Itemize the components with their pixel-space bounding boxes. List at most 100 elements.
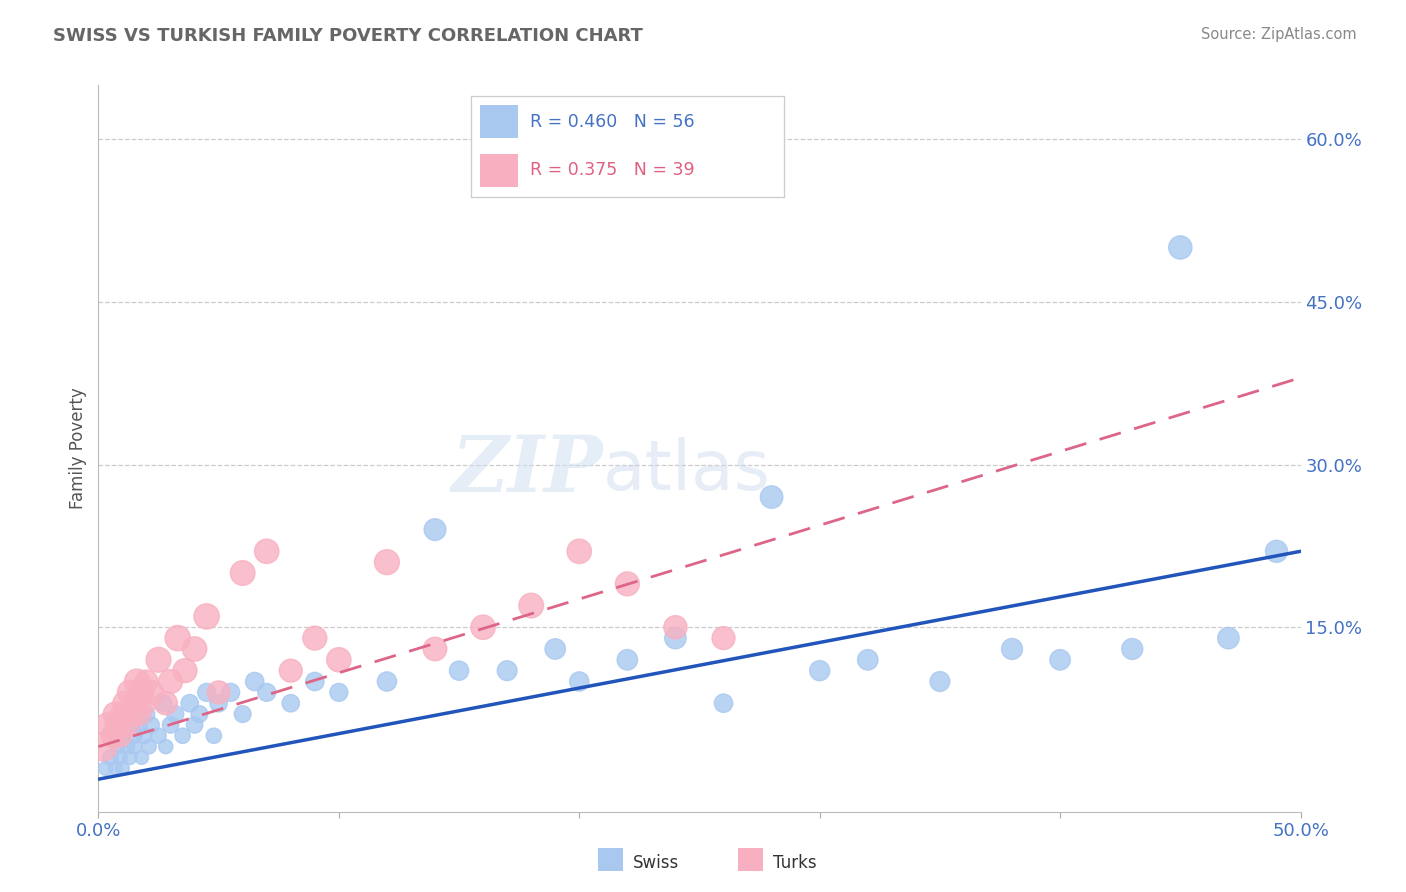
Point <box>664 620 686 634</box>
Point <box>232 707 254 722</box>
Point <box>208 685 231 699</box>
Point <box>141 685 163 699</box>
Point <box>1170 240 1192 254</box>
Point <box>101 729 124 743</box>
Point <box>1218 631 1240 645</box>
Point <box>423 642 446 657</box>
Point <box>1265 544 1288 558</box>
Point <box>118 750 141 764</box>
Point <box>375 555 398 569</box>
Point <box>118 685 141 699</box>
Point <box>152 696 174 710</box>
Point <box>375 674 398 689</box>
Point <box>1121 642 1143 657</box>
Point <box>713 696 735 710</box>
Point <box>124 696 146 710</box>
Point <box>124 729 146 743</box>
Point <box>148 729 170 743</box>
Point <box>280 664 302 678</box>
Point <box>179 696 201 710</box>
Point <box>107 739 129 754</box>
Point <box>128 718 150 732</box>
Point <box>219 685 242 699</box>
Point <box>159 674 181 689</box>
Point <box>304 674 326 689</box>
Point <box>256 685 278 699</box>
Point <box>188 707 211 722</box>
Point <box>117 739 139 754</box>
Point <box>114 696 136 710</box>
Y-axis label: Family Poverty: Family Poverty <box>69 387 87 509</box>
Point <box>172 729 194 743</box>
Point <box>155 739 177 754</box>
Point <box>131 685 153 699</box>
Point <box>616 653 638 667</box>
Point <box>328 685 350 699</box>
Point <box>202 729 225 743</box>
Point <box>243 674 266 689</box>
Point <box>280 696 302 710</box>
Point <box>568 674 591 689</box>
Point <box>472 620 495 634</box>
Point <box>328 653 350 667</box>
Text: SWISS VS TURKISH FAMILY POVERTY CORRELATION CHART: SWISS VS TURKISH FAMILY POVERTY CORRELAT… <box>53 27 644 45</box>
Point <box>616 577 638 591</box>
Point <box>1001 642 1024 657</box>
Point <box>447 664 470 678</box>
Text: Swiss: Swiss <box>633 854 679 871</box>
Point <box>91 739 114 754</box>
Point <box>128 707 150 722</box>
Point <box>138 739 160 754</box>
Point <box>111 729 134 743</box>
Point <box>94 761 117 775</box>
Point <box>496 664 519 678</box>
Point <box>183 642 205 657</box>
Text: Turks: Turks <box>773 854 817 871</box>
Point <box>195 685 218 699</box>
Point <box>135 707 157 722</box>
Text: Source: ZipAtlas.com: Source: ZipAtlas.com <box>1201 27 1357 42</box>
Point <box>141 718 163 732</box>
Point <box>121 718 143 732</box>
Point <box>856 653 879 667</box>
Point <box>195 609 218 624</box>
Point <box>208 696 231 710</box>
Point <box>159 718 181 732</box>
Point <box>808 664 831 678</box>
Point <box>155 696 177 710</box>
Point <box>761 490 783 504</box>
Point <box>108 750 131 764</box>
Point <box>108 729 131 743</box>
Point <box>174 664 197 678</box>
Point <box>97 718 120 732</box>
Point <box>713 631 735 645</box>
Point <box>117 718 139 732</box>
Point <box>148 653 170 667</box>
Point <box>928 674 950 689</box>
Point <box>423 523 446 537</box>
Point <box>124 739 146 754</box>
Point <box>121 707 143 722</box>
Text: atlas: atlas <box>603 436 770 504</box>
Point <box>131 750 153 764</box>
Point <box>104 761 127 775</box>
Point <box>111 761 134 775</box>
Point <box>125 674 148 689</box>
Point <box>183 718 205 732</box>
Point <box>256 544 278 558</box>
Text: ZIP: ZIP <box>451 432 603 508</box>
Point <box>544 642 567 657</box>
Point <box>107 718 129 732</box>
Point <box>132 729 155 743</box>
Point <box>165 707 187 722</box>
Point <box>100 750 122 764</box>
Point <box>304 631 326 645</box>
Point <box>520 599 543 613</box>
Point <box>568 544 591 558</box>
Point <box>232 566 254 580</box>
Point <box>135 674 157 689</box>
Point <box>111 707 134 722</box>
Point <box>166 631 188 645</box>
Point <box>104 707 127 722</box>
Point <box>664 631 686 645</box>
